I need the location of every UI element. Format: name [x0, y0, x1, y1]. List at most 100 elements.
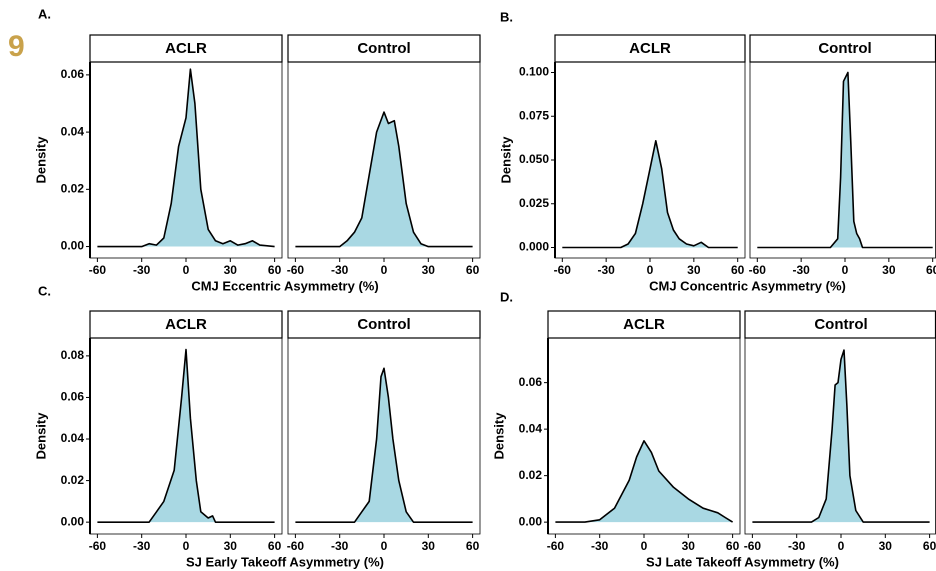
density-line — [97, 348, 275, 523]
facet-strip — [547, 310, 741, 339]
density-area — [752, 350, 930, 523]
facet-plot — [555, 440, 734, 523]
x-tick-label: -30 — [788, 539, 806, 553]
x-tick-label: -30 — [133, 539, 151, 553]
x-axis-label: SJ Late Takeoff Asymmetry (%) — [646, 554, 839, 569]
density-line — [562, 140, 738, 249]
y-tick-label: 0.050 — [519, 152, 549, 166]
x-tick-label: 30 — [224, 263, 238, 277]
x-tick-label: 30 — [882, 263, 896, 277]
facet-title: Control — [814, 316, 867, 333]
x-tick-label: -60 — [547, 539, 565, 553]
x-tick-label: 30 — [682, 539, 696, 553]
x-tick-label: -60 — [89, 263, 107, 277]
x-tick-label: -60 — [287, 263, 305, 277]
density-area — [562, 140, 738, 248]
y-tick-label: 0.06 — [61, 390, 85, 404]
panel-label: B. — [500, 9, 513, 24]
x-tick-label: -60 — [89, 539, 107, 553]
x-tick-label: -30 — [597, 263, 615, 277]
density-area — [295, 368, 473, 523]
density-area — [757, 72, 933, 248]
density-line — [757, 71, 933, 249]
y-axis-label: Density — [491, 412, 506, 460]
x-tick-label: -30 — [133, 263, 151, 277]
panel-label: D. — [500, 289, 513, 304]
figure-badge: 9 — [8, 30, 25, 63]
x-tick-label: 0 — [842, 263, 849, 277]
density-line — [555, 440, 734, 523]
x-tick-label: 60 — [466, 539, 480, 553]
x-tick-label: 0 — [381, 539, 388, 553]
y-tick-label: 0.06 — [519, 375, 543, 389]
x-tick-label: 0 — [183, 263, 190, 277]
x-tick-label: -60 — [749, 263, 767, 277]
density-line — [295, 111, 473, 248]
density-area — [97, 349, 275, 523]
density-line — [295, 367, 473, 523]
y-tick-label: 0.025 — [519, 196, 549, 210]
facet-title: Control — [818, 40, 871, 57]
density-line — [752, 349, 930, 523]
x-tick-label: 30 — [422, 263, 436, 277]
facet-plot — [97, 348, 275, 523]
x-tick-label: -30 — [331, 263, 349, 277]
density-area — [295, 112, 473, 247]
facet-plot — [752, 349, 930, 523]
x-tick-label: 60 — [726, 539, 740, 553]
x-tick-label: 60 — [268, 539, 282, 553]
y-tick-label: 0.06 — [61, 67, 85, 81]
y-tick-label: 0.02 — [61, 473, 85, 487]
x-tick-label: -30 — [331, 539, 349, 553]
y-tick-label: 0.100 — [519, 65, 549, 79]
facet-title: ACLR — [165, 316, 207, 333]
x-tick-label: 30 — [422, 539, 436, 553]
y-tick-label: 0.075 — [519, 108, 549, 122]
x-tick-label: 0 — [381, 263, 388, 277]
y-tick-label: 0.02 — [519, 468, 543, 482]
x-tick-label: -30 — [792, 263, 810, 277]
y-axis-label: Density — [33, 412, 48, 460]
x-tick-label: 60 — [466, 263, 480, 277]
y-tick-label: 0.000 — [519, 240, 549, 254]
y-tick-label: 0.00 — [61, 239, 85, 253]
facet-plot — [757, 71, 933, 249]
x-axis-label: SJ Early Takeoff Asymmetry (%) — [186, 554, 384, 569]
x-tick-label: -60 — [287, 539, 305, 553]
facet-title: Control — [357, 40, 410, 57]
density-line — [97, 68, 275, 248]
panel-label: A. — [38, 6, 51, 21]
x-tick-label: 30 — [224, 539, 238, 553]
panel-label: C. — [38, 283, 51, 298]
facet-plot — [295, 111, 473, 248]
x-tick-label: 30 — [879, 539, 893, 553]
facet-strip — [554, 34, 746, 63]
x-tick-label: 0 — [183, 539, 190, 553]
x-tick-label: -30 — [591, 539, 609, 553]
x-tick-label: 60 — [268, 263, 282, 277]
x-tick-label: 30 — [687, 263, 701, 277]
facet-strip — [89, 310, 283, 339]
facet-plot — [97, 68, 275, 248]
density-area — [97, 69, 275, 247]
x-axis-label: CMJ Concentric Asymmetry (%) — [649, 278, 846, 293]
y-tick-label: 0.00 — [519, 514, 543, 528]
facet-plot — [562, 140, 738, 249]
facet-strip — [89, 34, 283, 63]
x-tick-label: 0 — [641, 539, 648, 553]
x-axis-label: CMJ Eccentric Asymmetry (%) — [191, 278, 378, 293]
facet-title: ACLR — [623, 316, 665, 333]
x-tick-label: 60 — [926, 263, 936, 277]
y-tick-label: 0.08 — [61, 348, 85, 362]
y-tick-label: 0.04 — [61, 431, 85, 445]
facet-plot — [295, 367, 473, 523]
y-tick-label: 0.02 — [61, 182, 85, 196]
y-axis-label: Density — [33, 136, 48, 184]
x-tick-label: 60 — [731, 263, 745, 277]
y-tick-label: 0.00 — [61, 514, 85, 528]
y-tick-label: 0.04 — [61, 124, 85, 138]
facet-strip — [287, 310, 481, 339]
x-tick-label: 0 — [647, 263, 654, 277]
y-tick-label: 0.04 — [519, 421, 543, 435]
